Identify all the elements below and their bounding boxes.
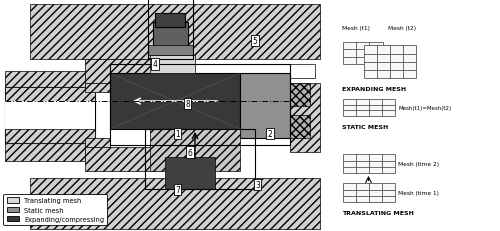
Text: 8: 8 bbox=[185, 100, 190, 108]
Text: Mesh (t2): Mesh (t2) bbox=[388, 26, 415, 31]
Bar bbox=[150, 129, 240, 171]
Bar bbox=[165, 157, 215, 189]
Bar bbox=[5, 118, 85, 162]
Text: 5: 5 bbox=[252, 37, 258, 46]
Bar bbox=[85, 60, 155, 83]
Text: Mesh (time 2): Mesh (time 2) bbox=[398, 161, 440, 166]
Bar bbox=[110, 74, 240, 129]
Text: Mesh (time 1): Mesh (time 1) bbox=[398, 191, 440, 196]
Bar bbox=[280, 83, 310, 106]
Bar bbox=[342, 155, 395, 173]
Text: Mesh (t1): Mesh (t1) bbox=[342, 26, 370, 31]
Bar bbox=[290, 65, 315, 79]
Bar bbox=[240, 74, 290, 139]
Text: STATIC MESH: STATIC MESH bbox=[342, 124, 389, 129]
Bar bbox=[150, 55, 195, 74]
Bar bbox=[5, 2, 325, 229]
Bar bbox=[280, 116, 310, 139]
Bar bbox=[364, 46, 416, 79]
Text: 7: 7 bbox=[175, 185, 180, 194]
Text: 1: 1 bbox=[175, 130, 180, 138]
Bar bbox=[145, 129, 255, 189]
Bar bbox=[342, 99, 395, 117]
Text: TRANSLATING MESH: TRANSLATING MESH bbox=[342, 210, 414, 215]
Text: 6: 6 bbox=[188, 148, 192, 157]
Text: Mesh(t1)=Mesh(t2): Mesh(t1)=Mesh(t2) bbox=[398, 105, 452, 110]
Bar bbox=[5, 88, 95, 102]
Bar bbox=[155, 14, 185, 28]
Bar bbox=[110, 65, 290, 146]
Text: 4: 4 bbox=[152, 60, 158, 69]
Text: 3: 3 bbox=[255, 180, 260, 189]
Text: EXPANDING MESH: EXPANDING MESH bbox=[342, 87, 406, 92]
Bar bbox=[342, 43, 382, 65]
Bar bbox=[85, 83, 110, 92]
Bar bbox=[30, 178, 320, 229]
Bar bbox=[148, 46, 192, 55]
Bar bbox=[152, 23, 188, 51]
Legend: Translating mesh, Static mesh, Expanding/compressing: Translating mesh, Static mesh, Expanding… bbox=[4, 194, 108, 225]
Bar bbox=[30, 5, 320, 60]
Text: 2: 2 bbox=[268, 130, 272, 138]
Bar bbox=[342, 184, 395, 202]
Bar bbox=[290, 83, 320, 152]
Bar bbox=[5, 129, 95, 143]
Bar bbox=[85, 139, 110, 148]
Bar bbox=[5, 72, 85, 116]
Bar bbox=[85, 148, 155, 171]
Bar bbox=[148, 0, 192, 60]
Bar bbox=[5, 88, 95, 143]
Bar bbox=[5, 102, 95, 129]
